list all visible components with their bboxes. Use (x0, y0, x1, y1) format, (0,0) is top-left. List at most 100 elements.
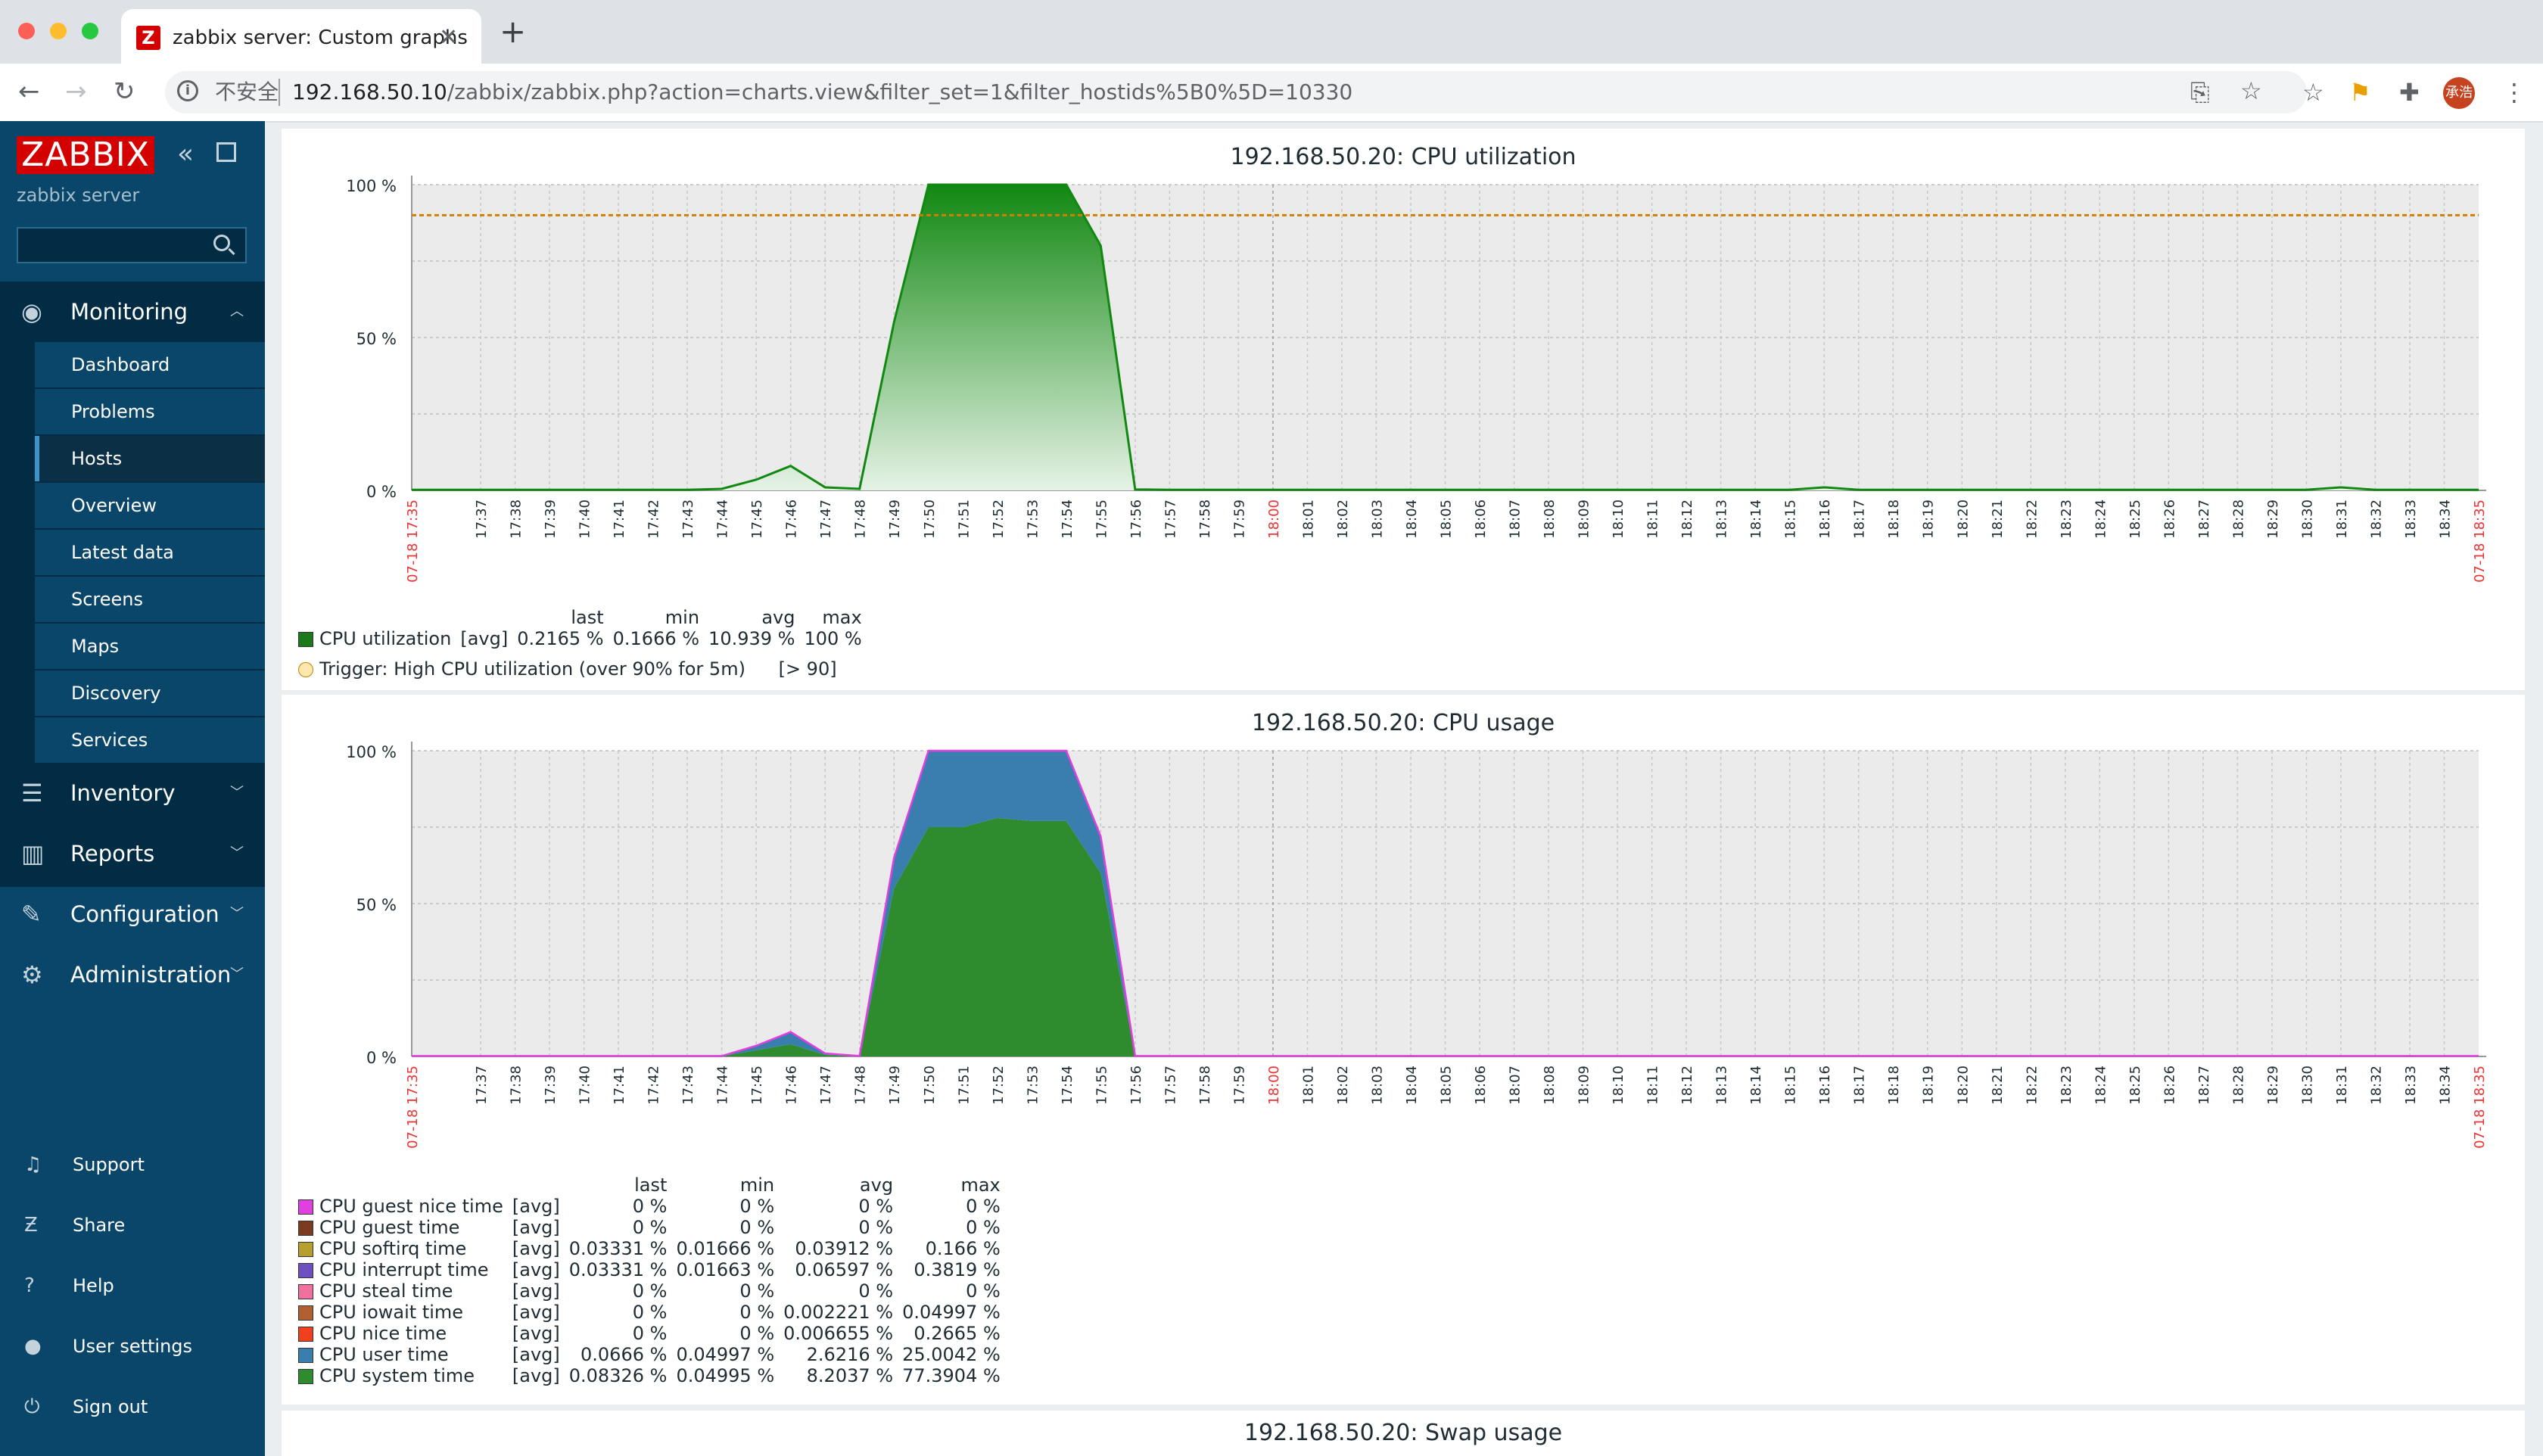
x-tick-label: 18:07 (1508, 1066, 1524, 1105)
graph-panel-swap-usage: 192.168.50.20: Swap usage (282, 1411, 2525, 1456)
submenu-maps[interactable]: Maps (35, 624, 265, 669)
cpu-utilization-chart[interactable]: 100 % 50 % 0 % 17:37 17:38 17:39 17:40 17:41 17:… (282, 129, 2525, 598)
x-tick-label: 17:42 (646, 1066, 662, 1105)
x-tick-label: 17:50 (922, 1066, 938, 1105)
insecure-label: 不安全 (215, 79, 279, 104)
legend-item-max: 0 % (966, 1196, 1001, 1217)
tab-close-icon[interactable]: ✕ (439, 24, 459, 51)
submenu-label: Maps (71, 636, 120, 657)
submenu-discovery[interactable]: Discovery (35, 670, 265, 716)
x-tick-label: 18:11 (1645, 1066, 1661, 1105)
close-window-button[interactable] (18, 23, 35, 39)
submenu-hosts[interactable]: Hosts (35, 436, 265, 481)
bookmarks-icon[interactable]: ☆ (2302, 78, 2324, 107)
search-input[interactable] (17, 227, 247, 263)
submenu-services[interactable]: Services (35, 717, 265, 763)
x-tick-label: 18:22 (2024, 499, 2040, 539)
legend-item-last: 0 % (632, 1280, 668, 1302)
graph-legend: last min avg max CPU utilization [avg] 0… (294, 607, 867, 649)
legend-swatch (298, 1199, 313, 1215)
legend-item-avg: 0.06597 % (795, 1259, 894, 1280)
trigger-label: Trigger: High CPU utilization (over 90% … (319, 658, 745, 680)
url-text[interactable]: 192.168.50.10/zabbix/zabbix.php?action=c… (292, 76, 1352, 109)
legend-item-fn: [avg] (512, 1238, 560, 1259)
menu-user-settings[interactable]: ● User settings (0, 1320, 265, 1373)
back-icon[interactable]: ← (18, 76, 40, 107)
x-tick-label: 17:55 (1094, 1066, 1110, 1105)
forward-icon[interactable]: → (65, 76, 87, 107)
profile-avatar[interactable]: 承浩 (2443, 77, 2475, 109)
legend-item-last: 0.08326 % (568, 1365, 668, 1386)
submenu-latest-data[interactable]: Latest data (35, 530, 265, 575)
bookmark-star-icon[interactable]: ☆ (2240, 76, 2262, 105)
x-tick-label: 17:39 (543, 1066, 559, 1105)
submenu-label: Dashboard (71, 354, 170, 375)
menu-sign-out[interactable]: ⏻ Sign out (0, 1380, 265, 1433)
menu-inventory[interactable]: ☰ Inventory ﹀ (0, 763, 265, 823)
legend-item-min: 0.01663 % (676, 1259, 775, 1280)
translate-icon[interactable]: ⎘ (2190, 78, 2210, 107)
legend-item-fn: [avg] (512, 1280, 560, 1302)
collapse-sidebar-icon[interactable]: « (177, 138, 195, 170)
extensions-puzzle-icon[interactable]: ✚ (2399, 78, 2420, 107)
cpu-usage-area-system (412, 817, 2479, 1056)
submenu-problems[interactable]: Problems (35, 389, 265, 434)
submenu-dashboard[interactable]: Dashboard (35, 342, 265, 387)
submenu-label: Discovery (71, 683, 161, 704)
minimize-window-button[interactable] (50, 23, 67, 39)
gear-icon: ⚙ (21, 960, 43, 989)
zabbix-logo[interactable]: ZABBIX (17, 136, 154, 174)
info-icon[interactable]: i (177, 80, 198, 101)
x-tick-label: 17:48 (853, 499, 869, 539)
menu-monitoring[interactable]: ◉ Monitoring ︿ (0, 282, 265, 342)
legend-row: CPU utilization [avg] 0.2165 % 0.1666 % … (294, 628, 867, 649)
search-icon[interactable] (213, 235, 230, 251)
x-tick-label: 17:52 (991, 1066, 1007, 1105)
new-tab-icon[interactable]: + (500, 13, 527, 50)
extension-icon[interactable]: ⚑ (2349, 78, 2371, 107)
chevron-down-icon: ﹀ (230, 906, 244, 922)
browser-menu-icon[interactable]: ⋮ (2502, 78, 2526, 107)
browser-tab[interactable]: Z zabbix server: Custom graphs ✕ (121, 9, 481, 64)
x-tick-label: 18:00 (1266, 1066, 1282, 1105)
legend-item-last: 0 % (632, 1217, 668, 1238)
url-host: 192.168.50.10 (292, 79, 447, 104)
reload-icon[interactable]: ↻ (114, 76, 135, 107)
legend-item-last: 0.2165 % (517, 628, 604, 649)
legend-item-fn: [avg] (460, 628, 509, 649)
menu-help[interactable]: ? Help (0, 1259, 265, 1312)
y-tick-label: 100 % (346, 743, 397, 761)
address-bar[interactable]: i 不安全 192.168.50.10/zabbix/zabbix.php?ac… (165, 71, 2307, 114)
x-tick-label: 17:53 (1025, 499, 1041, 539)
x-tick-label: 17:49 (887, 1066, 903, 1105)
legend-item-last: 0 % (632, 1196, 668, 1217)
x-tick-label: 18:01 (1300, 1066, 1316, 1105)
x-tick-label: 18:28 (2230, 1066, 2246, 1105)
x-tick-label: 17:43 (680, 499, 696, 539)
menu-administration[interactable]: ⚙ Administration ﹀ (0, 944, 265, 1005)
submenu-screens[interactable]: Screens (35, 577, 265, 622)
x-tick-label: 18:21 (1990, 1066, 2006, 1105)
x-tick-label: 17:48 (853, 1066, 869, 1105)
url-divider (279, 79, 280, 106)
menu-reports[interactable]: ▥ Reports ﹀ (0, 823, 265, 884)
x-tick-label: 18:34 (2437, 499, 2453, 539)
x-tick-label: 18:31 (2334, 1066, 2350, 1105)
legend-item-max: 77.3904 % (902, 1365, 1001, 1386)
submenu-overview[interactable]: Overview (35, 483, 265, 528)
cpu-usage-chart[interactable]: 100 % 50 % 0 % 17:37 17:38 17:39 17:40 17:41 17:… (282, 695, 2525, 1164)
submenu-label: Hosts (71, 448, 123, 469)
menu-support[interactable]: ♫ Support (0, 1138, 265, 1191)
chevron-down-icon: ﹀ (230, 785, 244, 801)
legend-item-fn: [avg] (512, 1302, 560, 1323)
x-tick-label: 17:56 (1128, 1066, 1144, 1105)
x-tick-label: 18:27 (2196, 499, 2212, 539)
maximize-window-button[interactable] (82, 23, 98, 39)
legend-item-avg: 0.03912 % (795, 1238, 894, 1259)
x-tick-label: 18:07 (1508, 499, 1524, 539)
menu-configuration[interactable]: ✎ Configuration ﹀ (0, 884, 265, 944)
trigger-swatch (298, 662, 313, 677)
menu-share[interactable]: Ƶ Share (0, 1199, 265, 1252)
x-tick-label: 17:57 (1163, 1066, 1178, 1105)
kiosk-mode-icon[interactable] (216, 142, 236, 162)
